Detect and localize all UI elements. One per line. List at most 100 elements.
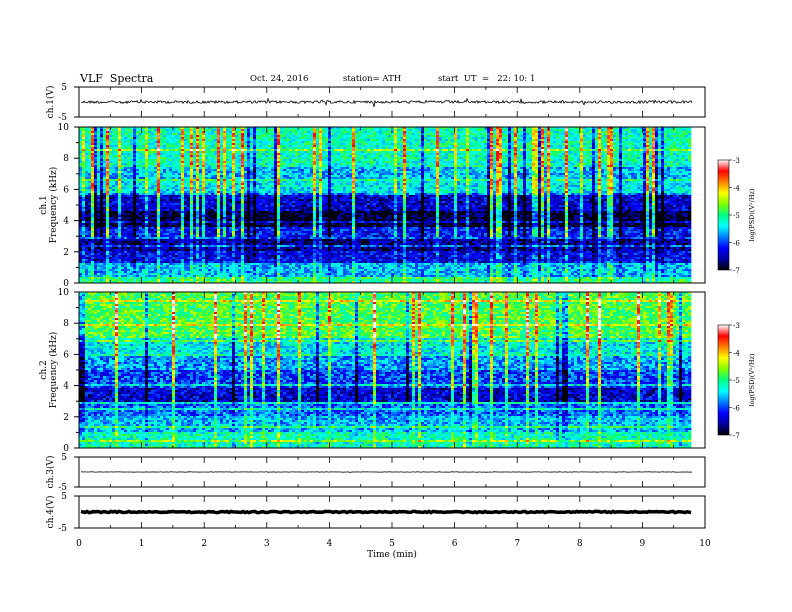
spectrogram-cell [568, 129, 571, 131]
spectrogram-cell [640, 129, 643, 131]
spectrogram-cell [280, 133, 283, 135]
spectrogram-cell [403, 131, 406, 133]
spectrogram-cell [385, 133, 388, 135]
spectrogram-cell [403, 129, 406, 131]
spectrogram-cell [112, 137, 115, 139]
spectrogram-cell [295, 131, 298, 133]
spectrogram-cell [100, 133, 103, 135]
spectrogram-cell [565, 129, 568, 131]
spectrogram-cell [313, 129, 316, 131]
spectrogram-cell [412, 135, 415, 137]
spectrogram-cell [316, 131, 319, 133]
spectrogram-cell [265, 133, 268, 135]
spectrogram-cell [379, 135, 382, 137]
spectrogram-cell [376, 129, 379, 131]
spectrogram-cell [652, 133, 655, 135]
spectrogram-cell [481, 137, 484, 139]
spectrogram-cell [586, 135, 589, 137]
spectrogram-cell [229, 129, 232, 131]
spectrogram-cell [148, 131, 151, 133]
spectrogram-cell [535, 137, 538, 139]
spectrogram-cell [553, 133, 556, 135]
spectrogram-cell [565, 133, 568, 135]
spectrogram-cell [562, 129, 565, 131]
spectrogram-cell [358, 135, 361, 137]
spectrogram-cell [307, 131, 310, 133]
spectrogram-cell [220, 131, 223, 133]
spectrogram-cell [625, 131, 628, 133]
spectrogram-cell [82, 131, 85, 133]
spectrogram-cell [505, 133, 508, 135]
spectrogram-cell [250, 133, 253, 135]
spectrogram-cell [661, 133, 664, 135]
spectrogram-cell [205, 129, 208, 131]
spectrogram-cell [481, 131, 484, 133]
spectrogram-cell [367, 129, 370, 131]
spectrogram-cell [382, 133, 385, 135]
spectrogram-cell [352, 131, 355, 133]
spectrogram-cell [85, 133, 88, 135]
spectrogram-cell [244, 129, 247, 131]
spectrogram-cell [247, 131, 250, 133]
spectrogram-cell [178, 133, 181, 135]
spectrogram-cell [397, 131, 400, 133]
spectrogram-cell [295, 135, 298, 137]
spectrogram-cell [373, 135, 376, 137]
spectrogram-cell [349, 131, 352, 133]
spectrogram-cell [628, 131, 631, 133]
spectrogram-cell [355, 131, 358, 133]
spectrogram-cell [133, 131, 136, 133]
spectrogram-cell [403, 135, 406, 137]
spectrogram-cell [535, 131, 538, 133]
spectrogram-cell [469, 131, 472, 133]
spectrogram-cell [139, 137, 142, 139]
spectrogram-cell [106, 137, 109, 139]
spectrogram-cell [199, 137, 202, 139]
spectrogram-cell [550, 135, 553, 137]
spectrogram-cell [478, 137, 481, 139]
spectrogram-cell [643, 133, 646, 135]
spectrogram-cell [214, 135, 217, 137]
spectrogram-cell [226, 135, 229, 137]
spectrogram-cell [322, 137, 325, 139]
spectrogram-cell [178, 129, 181, 131]
spectrogram-cell [643, 135, 646, 137]
spectrogram-cell [556, 131, 559, 133]
spectrogram-cell [118, 135, 121, 137]
spectrogram-cell [223, 135, 226, 137]
spectrogram-cell [166, 137, 169, 139]
spectrogram-cell [202, 133, 205, 135]
spectrogram-cell [124, 129, 127, 131]
spectrogram-cell [277, 133, 280, 135]
spectrogram-cell [598, 131, 601, 133]
spectrogram-cell [541, 137, 544, 139]
spectrogram-cell [463, 133, 466, 135]
spectrogram-cell [340, 131, 343, 133]
spectrogram-cell [430, 135, 433, 137]
spectrogram-cell [205, 131, 208, 133]
spectrogram-cell [391, 129, 394, 131]
spectrogram-cell [133, 129, 136, 131]
spectrogram-cell [100, 137, 103, 139]
spectrogram-cell [373, 131, 376, 133]
spectrogram-cell [187, 129, 190, 131]
spectrogram-cell [475, 135, 478, 137]
spectrogram-cell [466, 135, 469, 137]
spectrogram-cell [460, 133, 463, 135]
spectrogram-cell [595, 135, 598, 137]
spectrogram-cell [376, 133, 379, 135]
spectrogram-cell [418, 131, 421, 133]
spectrogram-cell [550, 133, 553, 135]
spectrogram-cell [313, 135, 316, 137]
spectrogram-cell [550, 131, 553, 133]
spectrogram-cell [136, 129, 139, 131]
spectrogram-cell [166, 133, 169, 135]
spectrogram-cell [394, 129, 397, 131]
spectrogram-cell [205, 135, 208, 137]
spectrogram-cell [457, 137, 460, 139]
spectrogram-cell [571, 135, 574, 137]
spectrogram-cell [445, 133, 448, 135]
spectrogram-cell [217, 137, 220, 139]
spectrogram-cell [394, 137, 397, 139]
spectrogram-cell [535, 135, 538, 137]
